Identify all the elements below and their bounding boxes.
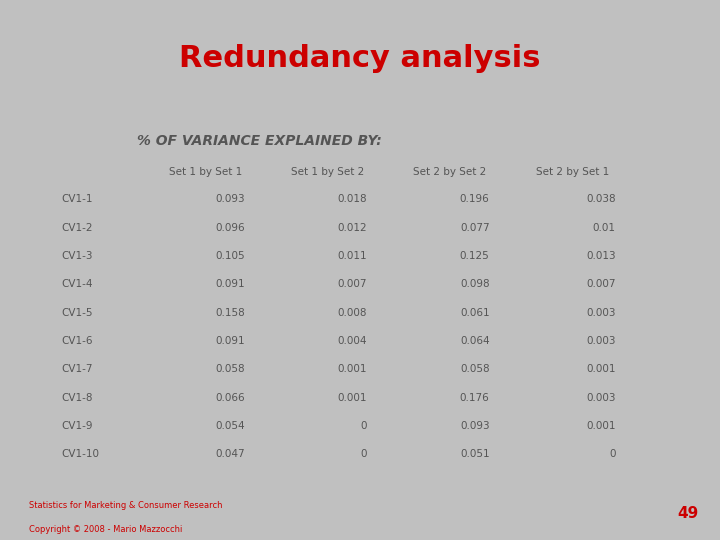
Text: CV1-10: CV1-10 xyxy=(61,449,99,460)
Text: Statistics for Marketing & Consumer Research: Statistics for Marketing & Consumer Rese… xyxy=(29,501,222,510)
Text: 0: 0 xyxy=(361,449,367,460)
Text: CV1-8: CV1-8 xyxy=(61,393,93,403)
Text: CV1-2: CV1-2 xyxy=(61,223,93,233)
Text: Redundancy analysis: Redundancy analysis xyxy=(179,44,541,73)
Text: 0.176: 0.176 xyxy=(460,393,490,403)
Text: 0.196: 0.196 xyxy=(460,194,490,205)
Text: 0.007: 0.007 xyxy=(586,279,616,289)
Text: % OF VARIANCE EXPLAINED BY:: % OF VARIANCE EXPLAINED BY: xyxy=(137,134,382,148)
Text: 0.003: 0.003 xyxy=(586,308,616,318)
Text: 0.038: 0.038 xyxy=(586,194,616,205)
Text: 0.001: 0.001 xyxy=(586,421,616,431)
Text: 0.011: 0.011 xyxy=(338,251,367,261)
Text: Set 2 by Set 1: Set 2 by Set 1 xyxy=(536,167,609,178)
Text: 0.047: 0.047 xyxy=(215,449,245,460)
Text: CV1-1: CV1-1 xyxy=(61,194,93,205)
Text: Set 1 by Set 1: Set 1 by Set 1 xyxy=(168,167,242,178)
Text: 0.158: 0.158 xyxy=(215,308,245,318)
Text: 0.098: 0.098 xyxy=(460,279,490,289)
Text: 0.093: 0.093 xyxy=(460,421,490,431)
Text: 0.001: 0.001 xyxy=(338,364,367,374)
Text: CV1-5: CV1-5 xyxy=(61,308,93,318)
Text: Set 2 by Set 2: Set 2 by Set 2 xyxy=(413,167,487,178)
Text: 0.012: 0.012 xyxy=(338,223,367,233)
Text: 0.003: 0.003 xyxy=(586,393,616,403)
Text: 0.003: 0.003 xyxy=(586,336,616,346)
Text: CV1-6: CV1-6 xyxy=(61,336,93,346)
Text: 0.051: 0.051 xyxy=(460,449,490,460)
Text: 0.01: 0.01 xyxy=(593,223,616,233)
Text: 0: 0 xyxy=(361,421,367,431)
Text: Set 1 by Set 2: Set 1 by Set 2 xyxy=(291,167,364,178)
Text: 0.001: 0.001 xyxy=(338,393,367,403)
Text: 0.001: 0.001 xyxy=(586,364,616,374)
Text: 0.091: 0.091 xyxy=(215,336,245,346)
Text: 0: 0 xyxy=(609,449,616,460)
Text: CV1-4: CV1-4 xyxy=(61,279,93,289)
Text: 0.061: 0.061 xyxy=(460,308,490,318)
Text: 0.007: 0.007 xyxy=(338,279,367,289)
Text: Copyright © 2008 - Mario Mazzocchi: Copyright © 2008 - Mario Mazzocchi xyxy=(29,525,182,534)
Text: 49: 49 xyxy=(677,505,698,521)
Text: 0.064: 0.064 xyxy=(460,336,490,346)
Text: CV1-9: CV1-9 xyxy=(61,421,93,431)
Text: 0.018: 0.018 xyxy=(338,194,367,205)
Text: 0.077: 0.077 xyxy=(460,223,490,233)
Text: 0.096: 0.096 xyxy=(215,223,245,233)
Text: 0.058: 0.058 xyxy=(460,364,490,374)
Text: 0.125: 0.125 xyxy=(460,251,490,261)
Text: CV1-3: CV1-3 xyxy=(61,251,93,261)
Text: 0.013: 0.013 xyxy=(586,251,616,261)
Text: 0.054: 0.054 xyxy=(215,421,245,431)
Text: CV1-7: CV1-7 xyxy=(61,364,93,374)
Text: 0.066: 0.066 xyxy=(215,393,245,403)
Text: 0.008: 0.008 xyxy=(338,308,367,318)
Text: 0.093: 0.093 xyxy=(215,194,245,205)
Text: 0.091: 0.091 xyxy=(215,279,245,289)
Text: 0.004: 0.004 xyxy=(338,336,367,346)
Text: 0.058: 0.058 xyxy=(215,364,245,374)
Text: 0.105: 0.105 xyxy=(215,251,245,261)
